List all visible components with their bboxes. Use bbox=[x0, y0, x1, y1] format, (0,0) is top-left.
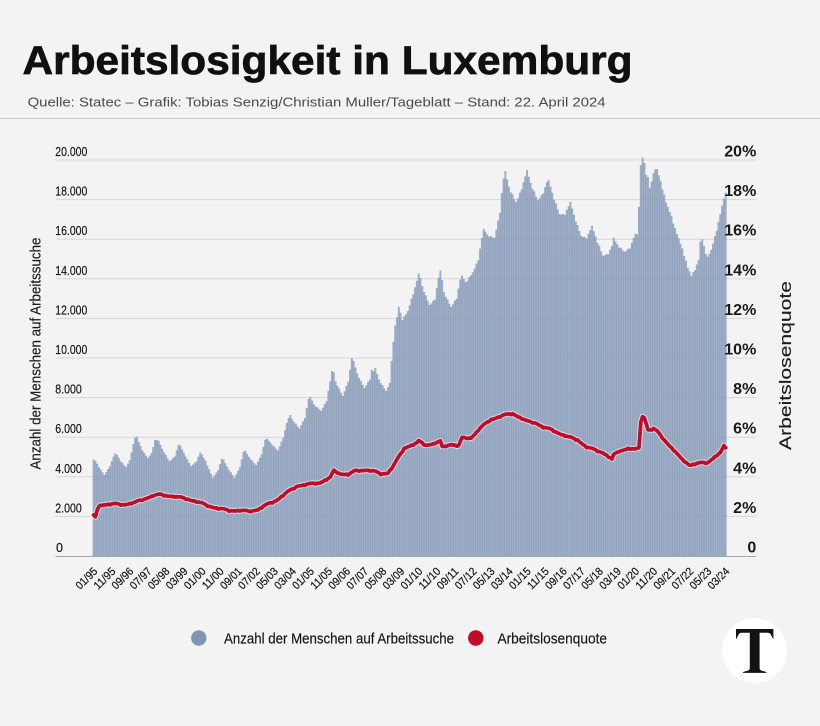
svg-text:Anzahl der Menschen auf Arbeit: Anzahl der Menschen auf Arbeitssuche bbox=[28, 238, 45, 470]
svg-text:Arbeitslosenquote: Arbeitslosenquote bbox=[498, 631, 608, 648]
svg-text:4.000: 4.000 bbox=[55, 462, 82, 476]
svg-text:2.000: 2.000 bbox=[55, 501, 82, 515]
svg-text:18%: 18% bbox=[724, 183, 756, 200]
svg-text:18.000: 18.000 bbox=[55, 185, 87, 199]
svg-text:20%: 20% bbox=[724, 144, 756, 161]
svg-text:10.000: 10.000 bbox=[55, 343, 87, 357]
svg-text:16%: 16% bbox=[724, 223, 756, 240]
svg-text:12.000: 12.000 bbox=[55, 303, 87, 317]
svg-text:0: 0 bbox=[747, 540, 756, 557]
svg-text:12%: 12% bbox=[724, 302, 756, 319]
svg-text:Anzahl der Menschen auf Arbeit: Anzahl der Menschen auf Arbeitssuche bbox=[224, 631, 454, 648]
svg-text:6.000: 6.000 bbox=[55, 422, 82, 436]
svg-text:10%: 10% bbox=[724, 342, 756, 359]
svg-text:8.000: 8.000 bbox=[55, 383, 82, 397]
svg-text:Arbeitslosenquote: Arbeitslosenquote bbox=[776, 281, 795, 450]
svg-text:14%: 14% bbox=[724, 262, 756, 279]
svg-text:16.000: 16.000 bbox=[55, 224, 87, 238]
svg-text:8%: 8% bbox=[733, 381, 756, 398]
svg-text:14.000: 14.000 bbox=[55, 264, 87, 278]
svg-text:6%: 6% bbox=[733, 421, 756, 438]
svg-text:4%: 4% bbox=[733, 460, 756, 477]
svg-text:Arbeitslosigkeit in Luxemburg: Arbeitslosigkeit in Luxemburg bbox=[23, 39, 633, 83]
svg-text:Quelle: Statec – Grafik: Tobia: Quelle: Statec – Grafik: Tobias Senzig/C… bbox=[28, 95, 606, 110]
svg-text:2%: 2% bbox=[733, 500, 756, 517]
svg-text:20.000: 20.000 bbox=[55, 145, 87, 159]
svg-text:0: 0 bbox=[56, 541, 63, 555]
